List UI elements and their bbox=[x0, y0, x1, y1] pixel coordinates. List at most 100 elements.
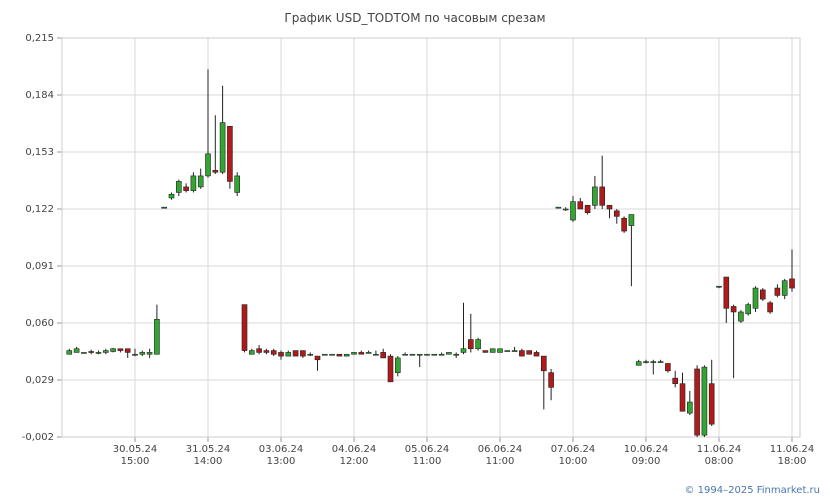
candle-body bbox=[95, 352, 102, 354]
candle-body bbox=[227, 125, 233, 182]
y-tick-label: -0,002 bbox=[22, 432, 54, 443]
candle-body bbox=[599, 186, 606, 206]
candle-body bbox=[270, 350, 277, 355]
candle-body bbox=[650, 361, 657, 363]
candle-body bbox=[161, 206, 167, 209]
candle-body bbox=[190, 175, 197, 191]
candle-body bbox=[183, 186, 189, 191]
candle-body bbox=[540, 355, 547, 372]
candle-body bbox=[562, 208, 569, 211]
footer: © 1994–2025 Finmarket.ru bbox=[684, 485, 820, 496]
candle-body bbox=[73, 348, 80, 353]
candle-body bbox=[336, 353, 343, 357]
candle-body bbox=[212, 170, 219, 173]
candle-body bbox=[402, 353, 408, 356]
candle-body bbox=[672, 377, 679, 384]
candle-body bbox=[745, 304, 752, 315]
candle-body bbox=[752, 287, 759, 309]
candle-body bbox=[467, 339, 474, 350]
candle-body bbox=[453, 353, 460, 356]
candle-body bbox=[592, 186, 598, 206]
x-tick-label: 30.05.24 15:00 bbox=[112, 444, 158, 467]
candle-body bbox=[504, 350, 511, 352]
candle-body bbox=[132, 353, 138, 356]
y-tick-label: 0,029 bbox=[25, 375, 54, 386]
plot-frame bbox=[61, 37, 801, 438]
y-tick-label: 0,184 bbox=[25, 90, 54, 101]
x-tick-label: 07.06.24 10:00 bbox=[550, 444, 596, 467]
candle-body bbox=[103, 350, 109, 353]
x-tick-label: 10.06.24 09:00 bbox=[623, 444, 669, 467]
candle-body bbox=[767, 302, 773, 313]
candle-body bbox=[555, 206, 562, 209]
candle-body bbox=[176, 181, 182, 193]
candle-body bbox=[329, 353, 335, 356]
candle-body bbox=[205, 153, 211, 177]
candle-body bbox=[657, 361, 664, 363]
candle-body bbox=[446, 352, 452, 355]
candle-body bbox=[774, 287, 781, 296]
candle-body bbox=[511, 350, 518, 352]
candle-body bbox=[124, 348, 131, 353]
candle-body bbox=[343, 353, 350, 357]
candle-body bbox=[716, 285, 722, 288]
candle-body bbox=[424, 353, 430, 356]
y-tick-label: 0,215 bbox=[25, 33, 54, 44]
candle-body bbox=[409, 353, 416, 356]
candle-body bbox=[307, 353, 314, 356]
candle-body bbox=[460, 348, 467, 353]
candle-body bbox=[351, 352, 357, 355]
candle-body bbox=[88, 351, 94, 353]
candle-body bbox=[292, 350, 299, 357]
candle-body bbox=[380, 352, 387, 359]
candle-body bbox=[234, 175, 240, 193]
candle-body bbox=[81, 352, 87, 354]
candle-body bbox=[139, 352, 146, 355]
candle-body bbox=[416, 353, 423, 356]
candle-body bbox=[358, 352, 365, 355]
candle-body bbox=[365, 352, 372, 354]
candle-body bbox=[146, 352, 153, 355]
x-tick-label: 11.06.24 08:00 bbox=[696, 444, 742, 467]
candle-body bbox=[723, 276, 730, 309]
candle-body bbox=[438, 353, 445, 356]
candle-body bbox=[249, 350, 255, 355]
candle-body bbox=[613, 210, 620, 217]
candle-body bbox=[621, 217, 627, 232]
candle-body bbox=[519, 350, 525, 357]
candle-body bbox=[168, 193, 175, 199]
candle-body bbox=[533, 352, 540, 357]
x-tick-label: 05.06.24 11:00 bbox=[404, 444, 450, 467]
candle-body bbox=[489, 348, 496, 353]
candle-body bbox=[526, 350, 533, 355]
candle-body bbox=[431, 353, 438, 356]
y-tick-label: 0,091 bbox=[25, 261, 54, 272]
x-tick-label: 03.06.24 13:00 bbox=[258, 444, 304, 467]
candle-body bbox=[117, 348, 124, 351]
candle-body bbox=[686, 401, 693, 414]
chart-title: График USD_TODTOM по часовым срезам bbox=[284, 11, 546, 25]
candle-body bbox=[643, 361, 649, 363]
candle-body bbox=[730, 306, 737, 313]
candle-body bbox=[373, 353, 379, 356]
candle-body bbox=[628, 214, 635, 226]
candle-body bbox=[738, 311, 744, 322]
candle-body bbox=[759, 289, 766, 300]
candle-body bbox=[256, 348, 262, 353]
candle-body bbox=[314, 355, 321, 361]
candle-body bbox=[665, 363, 671, 372]
candle-body bbox=[219, 122, 226, 173]
candle-body bbox=[482, 350, 489, 353]
candle-body bbox=[197, 175, 204, 188]
candle-body bbox=[278, 352, 284, 357]
candle-body bbox=[497, 348, 503, 353]
candle-body bbox=[263, 350, 270, 353]
candle-body bbox=[584, 205, 591, 213]
y-tick-label: 0,153 bbox=[25, 147, 54, 158]
candle-body bbox=[241, 304, 248, 351]
candle-body bbox=[701, 366, 708, 436]
candle-body bbox=[781, 280, 788, 296]
candle-body bbox=[789, 278, 795, 289]
